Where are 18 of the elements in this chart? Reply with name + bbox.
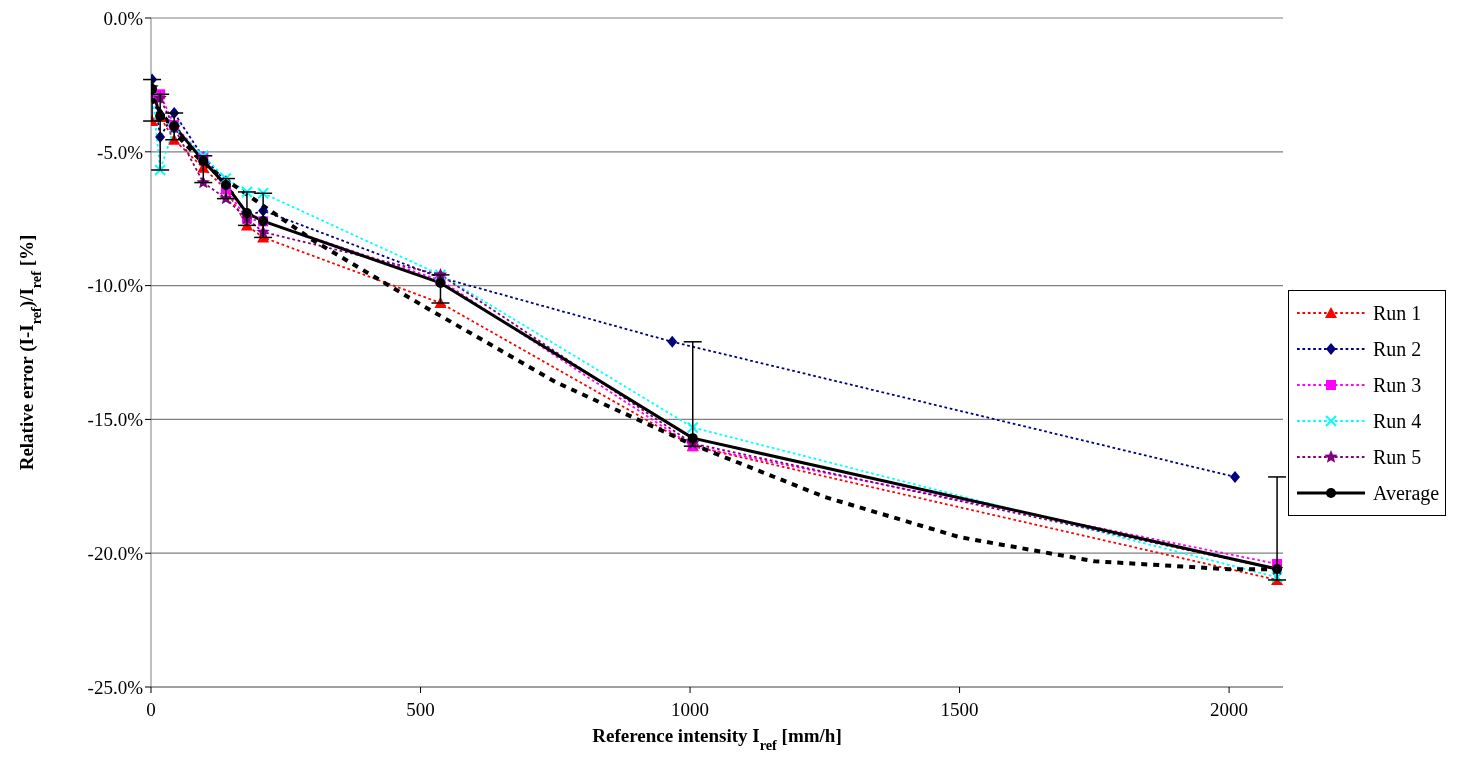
y-tick-label: -20.0%: [87, 542, 144, 564]
x-axis-title: Reference intensity I$_{ref}$ [mm/h]: [592, 725, 842, 753]
legend-label: Run 4: [1373, 409, 1422, 433]
x-tick-label: 1500: [940, 699, 979, 721]
legend-label: Run 2: [1373, 337, 1422, 361]
x-tick-label: 0: [146, 699, 156, 721]
legend-label: Run 3: [1373, 373, 1422, 397]
y-tick-label: -5.0%: [97, 141, 144, 163]
y-tick-label: -25.0%: [87, 676, 144, 698]
x-tick-label: 2000: [1210, 699, 1249, 721]
y-tick-label: -15.0%: [87, 409, 144, 431]
legend-label: Average: [1373, 481, 1440, 505]
legend-label: Run 5: [1373, 445, 1422, 469]
y-tick-label: -10.0%: [87, 275, 144, 297]
x-tick-label: 1000: [671, 699, 710, 721]
y-tick-label: 0.0%: [103, 7, 144, 29]
legend-label: Run 1: [1373, 301, 1422, 325]
x-tick-label: 500: [406, 699, 435, 721]
